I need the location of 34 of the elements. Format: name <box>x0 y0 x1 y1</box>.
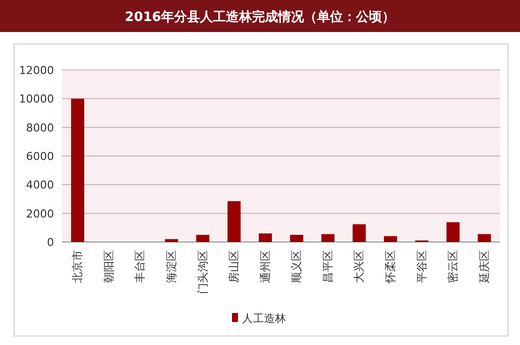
x-tick-label: 延庆区 <box>478 250 491 284</box>
x-tick-label: 平谷区 <box>415 250 428 283</box>
bar <box>384 236 398 242</box>
y-tick-label: 8000 <box>26 121 54 134</box>
y-tick-label: 2000 <box>26 207 54 220</box>
bar <box>446 222 460 242</box>
x-tick-label: 丰台区 <box>134 250 147 283</box>
bar <box>228 201 241 242</box>
bar <box>258 233 272 242</box>
bar <box>478 234 491 242</box>
x-tick-label: 通州区 <box>258 250 272 283</box>
y-tick-label: 4000 <box>26 178 54 192</box>
x-tick-label: 海淀区 <box>165 250 178 283</box>
x-tick-label: 大兴区 <box>352 250 366 283</box>
y-tick-label: 6000 <box>26 150 54 163</box>
y-tick-label: 10000 <box>19 92 54 106</box>
y-tick-label: 0 <box>47 236 54 249</box>
y-tick-label: 12000 <box>19 64 54 77</box>
x-tick-label: 顺义区 <box>290 250 304 283</box>
x-tick-label: 昌平区 <box>321 250 334 283</box>
bar <box>321 234 334 242</box>
x-tick-label: 房山区 <box>228 250 241 283</box>
x-tick-label: 密云区 <box>446 250 460 283</box>
bar <box>71 98 84 242</box>
legend-label: 人工造林 <box>242 312 286 325</box>
bar <box>290 234 304 242</box>
bar <box>352 224 366 242</box>
x-tick-label: 北京市 <box>71 250 84 283</box>
bar <box>196 234 210 242</box>
bar <box>164 239 178 242</box>
x-tick-label: 怀柔区 <box>384 250 397 284</box>
x-tick-label: 朝阳区 <box>102 250 116 283</box>
chart-title: 2016年分县人工造林完成情况（单位：公顷） <box>124 9 396 25</box>
x-tick-label: 门头沟区 <box>196 250 210 294</box>
